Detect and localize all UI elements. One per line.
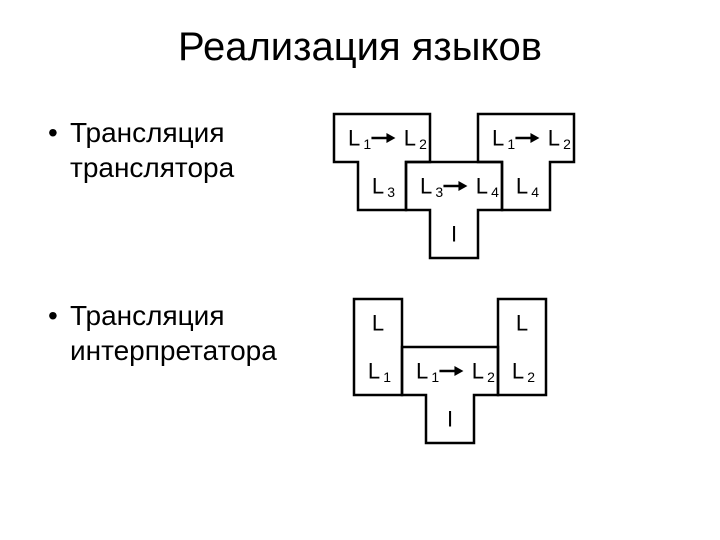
- bullet-1: •Трансляция транслятора: [48, 115, 234, 185]
- svg-text:L: L: [416, 359, 428, 384]
- svg-text:4: 4: [491, 184, 499, 200]
- svg-text:L: L: [372, 174, 384, 199]
- svg-text:L: L: [512, 359, 524, 384]
- bullet-dot: •: [48, 298, 70, 333]
- svg-text:2: 2: [563, 136, 571, 152]
- bullet-2-line-2: интерпретатора: [70, 335, 277, 366]
- svg-text:1: 1: [431, 369, 439, 385]
- svg-text:L: L: [472, 359, 484, 384]
- svg-text:L: L: [476, 174, 488, 199]
- svg-text:1: 1: [383, 369, 391, 385]
- svg-text:2: 2: [527, 369, 535, 385]
- diagram-row-1: L1L2L3L3L4IL1L2L4: [330, 110, 690, 270]
- svg-text:I: I: [447, 407, 453, 432]
- svg-text:3: 3: [435, 184, 443, 200]
- bullet-1-line-1: Трансляция: [70, 117, 224, 148]
- bullet-2: •Трансляция интерпретатора: [48, 298, 277, 368]
- bullet-1-line-2: транслятора: [70, 152, 234, 183]
- slide: Реализация языков •Трансляция транслятор…: [0, 0, 720, 540]
- svg-text:2: 2: [487, 369, 495, 385]
- svg-text:1: 1: [507, 136, 515, 152]
- svg-text:L: L: [368, 359, 380, 384]
- bullet-2-line-1: Трансляция: [70, 300, 224, 331]
- svg-text:L: L: [516, 174, 528, 199]
- slide-title: Реализация языков: [0, 25, 720, 70]
- svg-text:I: I: [451, 222, 457, 247]
- bullet-dot: •: [48, 115, 70, 150]
- svg-text:L: L: [348, 126, 360, 151]
- svg-text:1: 1: [363, 136, 371, 152]
- svg-text:L: L: [404, 126, 416, 151]
- svg-text:L: L: [516, 311, 528, 336]
- diagram-row-2: LL1L1L2ILL2: [350, 295, 670, 455]
- svg-text:L: L: [548, 126, 560, 151]
- svg-text:3: 3: [387, 184, 395, 200]
- svg-text:L: L: [372, 311, 384, 336]
- svg-text:2: 2: [419, 136, 427, 152]
- svg-text:L: L: [492, 126, 504, 151]
- svg-text:L: L: [420, 174, 432, 199]
- svg-text:4: 4: [531, 184, 539, 200]
